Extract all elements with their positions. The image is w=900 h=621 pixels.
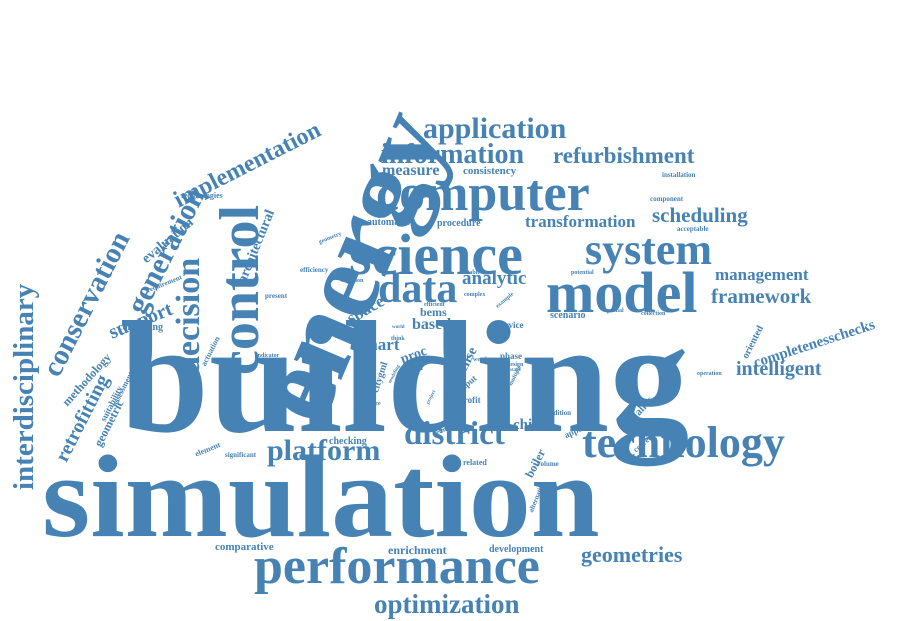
word-service: service [497,320,524,330]
word-refurbishment: refurbishment [553,143,695,168]
word-retrofit: retrofit [453,395,481,405]
word-related: related [463,458,487,467]
word-checking: checking [329,436,367,447]
word-optimal: optimal [604,308,624,314]
word-bems: bems [420,305,447,319]
word-technologies: technologies [181,191,223,200]
word-collection: collection [641,311,666,317]
word-building: building [120,288,690,466]
word-weather: weather [473,357,494,363]
word-installation: installation [662,171,696,179]
word-data: data [378,266,458,312]
word-application: application [423,112,567,145]
word-management: management [715,265,809,284]
word-suitable: suitable [460,270,481,276]
word-information: information [381,139,525,170]
word-technology: technology [582,418,785,467]
word-condition: condition [543,409,572,417]
word-efficient: efficient [424,302,445,308]
word-volume: volume [537,460,559,468]
word-stage: stage [510,368,521,373]
word-source: source [447,410,464,416]
word-computer: computer [376,165,590,222]
word-world: world [392,325,405,330]
word-consistency: consistency [463,165,517,177]
word-component: component [650,195,684,203]
word-operation: operation [697,371,722,377]
word-district: district [404,416,505,452]
word-system: system [585,225,713,274]
word-criterion: criterion [341,278,364,284]
word-comparative: comparative [215,541,274,553]
word-intelligent: intelligent [736,358,822,380]
word-complex: complex [464,292,486,298]
word-combining: combining [118,322,164,333]
word-analytic: analytic [462,268,527,289]
word-performance: performance [254,538,540,595]
word-interdisciplinary: interdisciplinary [8,283,40,490]
word-optimization: optimization [374,589,520,619]
word-framework: framework [711,284,812,308]
word-based: based [412,316,452,333]
word-automatic: automatic [367,217,410,228]
word-measure: measure [382,162,440,179]
word-development: development [489,544,544,555]
word-design: design [507,362,524,368]
word-present: present [265,292,288,300]
word-phase: phase [500,351,523,361]
word-significant: significant [225,451,257,459]
word-simulation: simulation [42,431,600,562]
word-procedure: procedure [437,218,481,229]
word-enrichment: enrichment [388,543,447,557]
word-platform: platform [267,434,381,467]
word-transformation: transformation [525,212,636,231]
word-tool: tool [410,363,423,372]
word-paper: paper [452,353,470,361]
word-model: model [546,260,698,325]
word-chiller: chiller [513,417,554,433]
word-scenario: scenario [550,310,586,321]
word-acceptable: acceptable [677,225,709,233]
word-science: science [349,222,523,287]
word-geometries: geometries [581,542,683,567]
word-efficiency: efficiency [300,266,329,274]
word-surface: surface [362,401,381,407]
word-smart: smart [357,335,400,354]
word-indicator: indicator [256,353,280,359]
word-scheduling: scheduling [652,203,748,227]
word-potential: potential [571,270,594,276]
word-think: think [391,336,405,342]
